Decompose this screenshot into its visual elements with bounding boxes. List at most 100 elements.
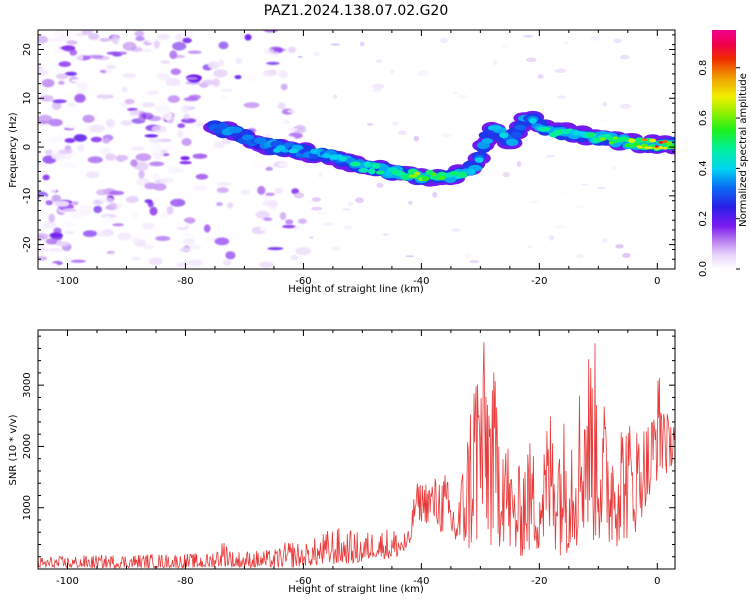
ridge-blob bbox=[612, 136, 619, 140]
ridge-blob bbox=[654, 145, 659, 148]
spectral-noise-blob bbox=[181, 138, 192, 146]
spectral-noise-blob bbox=[93, 205, 102, 214]
ridge-blob bbox=[599, 137, 607, 141]
spectral-noise-blob bbox=[419, 188, 427, 193]
ridge-blob bbox=[585, 132, 597, 138]
spectral-noise-blob bbox=[492, 59, 498, 66]
ridge-blob bbox=[474, 157, 484, 163]
y-tick-label: 3000 bbox=[22, 372, 33, 397]
ridge-blob bbox=[228, 126, 243, 134]
ridge-blob bbox=[510, 131, 522, 139]
ridge-blob bbox=[644, 146, 653, 150]
spectral-noise-blob bbox=[619, 103, 632, 110]
spectral-noise-blob bbox=[126, 253, 138, 258]
spectral-noise-blob bbox=[166, 166, 182, 174]
x-tick-label: -60 bbox=[295, 276, 311, 287]
spectral-noise-blob bbox=[97, 93, 113, 103]
colorbar-tick-label: 0.4 bbox=[698, 160, 709, 176]
spectral-noise-blob bbox=[38, 235, 45, 239]
spectral-noise-blob bbox=[102, 262, 113, 268]
spectral-noise-blob bbox=[171, 30, 178, 34]
spectral-noise-blob bbox=[65, 159, 80, 164]
spectral-noise-blob bbox=[170, 198, 186, 207]
ridge-blob bbox=[384, 170, 393, 177]
spectral-noise-blob bbox=[145, 90, 159, 96]
spectral-noise-blob bbox=[243, 169, 254, 174]
spectral-noise-blob bbox=[151, 125, 167, 133]
ridge-blob bbox=[364, 161, 372, 168]
colorbar: 0.0 0.2 0.4 0.6 0.8 Normalized spectral ampl… bbox=[698, 30, 749, 277]
spectral-noise-blob bbox=[141, 102, 156, 108]
spectral-noise-blob bbox=[134, 30, 145, 38]
spectral-noise-blob bbox=[144, 182, 158, 190]
spectral-noise-blob bbox=[149, 206, 158, 216]
spectral-noise-blob bbox=[169, 50, 178, 60]
spectral-noise-blob bbox=[244, 34, 252, 41]
spectral-noise-blob bbox=[278, 70, 288, 79]
ridge-blob bbox=[378, 164, 390, 172]
ridge-blob bbox=[254, 137, 267, 145]
spectral-noise-blob bbox=[218, 41, 229, 50]
spectral-noise-blob bbox=[90, 136, 103, 143]
spectral-noise-blob bbox=[240, 189, 251, 196]
spectral-noise-blob bbox=[267, 247, 284, 251]
spectral-noise-blob bbox=[151, 77, 163, 86]
ridge-blob bbox=[624, 143, 631, 148]
spectral-noise-blob bbox=[161, 64, 170, 74]
spectral-noise-blob bbox=[432, 191, 438, 198]
spectral-noise-blob bbox=[64, 71, 78, 76]
spectral-noise-blob bbox=[166, 205, 174, 215]
spectral-noise-blob bbox=[453, 91, 459, 95]
spectral-noise-blob bbox=[220, 88, 234, 92]
spectral-noise-blob bbox=[440, 37, 449, 44]
spectral-noise-blob bbox=[162, 146, 177, 150]
spectral-noise-blob bbox=[525, 57, 537, 62]
spectral-noise-blob bbox=[181, 233, 195, 237]
spectral-noise-blob bbox=[55, 73, 69, 80]
spectral-noise-blob bbox=[99, 38, 111, 42]
spectral-noise-blob bbox=[109, 190, 125, 196]
ridge-blob bbox=[371, 162, 381, 169]
ridge-blob bbox=[408, 174, 418, 178]
spectral-noise-blob bbox=[596, 241, 602, 246]
y-tick-label: 0 bbox=[22, 144, 33, 150]
spectral-noise-blob bbox=[151, 151, 165, 159]
ridge-blob bbox=[414, 171, 421, 176]
y-tick-label: 10 bbox=[22, 92, 33, 105]
x-tick-label: -60 bbox=[295, 576, 311, 587]
spectral-noise-blob bbox=[42, 174, 50, 181]
spectral-noise-blob bbox=[332, 94, 338, 99]
spectral-noise-blob bbox=[251, 161, 268, 170]
spectral-noise-blob bbox=[172, 41, 187, 51]
colorbar-tick-label: 0.6 bbox=[698, 110, 709, 126]
spectral-noise-blob bbox=[42, 221, 57, 229]
spectral-noise-blob bbox=[262, 200, 278, 207]
spectral-noise-blob bbox=[120, 120, 133, 126]
ridge-blob bbox=[499, 132, 509, 139]
spectral-noise-blob bbox=[69, 49, 78, 56]
spectral-noise-blob bbox=[48, 118, 63, 127]
spectral-noise-blob bbox=[602, 238, 608, 244]
spectral-noise-blob bbox=[204, 163, 214, 168]
spectral-noise-blob bbox=[235, 57, 243, 65]
spectral-noise-blob bbox=[180, 105, 190, 114]
ridge-blob bbox=[539, 127, 551, 132]
ridge-blob bbox=[375, 170, 385, 175]
spectral-noise-blob bbox=[138, 169, 145, 179]
spectral-noise-blob bbox=[131, 146, 145, 151]
spectral-noise-blob bbox=[165, 78, 181, 87]
spectral-noise-blob bbox=[277, 102, 286, 110]
spectral-noise-blob bbox=[180, 33, 194, 38]
spectral-noise-blob bbox=[53, 227, 62, 235]
spectral-noise-blob bbox=[73, 134, 88, 142]
ridge-blob bbox=[458, 171, 468, 178]
spectral-noise-blob bbox=[554, 117, 566, 124]
spectral-noise-blob bbox=[87, 156, 103, 164]
spectral-noise-blob bbox=[222, 259, 232, 266]
spectral-noise-blob bbox=[55, 176, 67, 182]
spectral-noise-blob bbox=[549, 234, 555, 241]
spectral-noise-blob bbox=[295, 78, 304, 85]
spectral-noise-blob bbox=[563, 41, 569, 45]
spectral-noise-blob bbox=[105, 153, 117, 161]
spectral-noise-blob bbox=[57, 88, 68, 96]
